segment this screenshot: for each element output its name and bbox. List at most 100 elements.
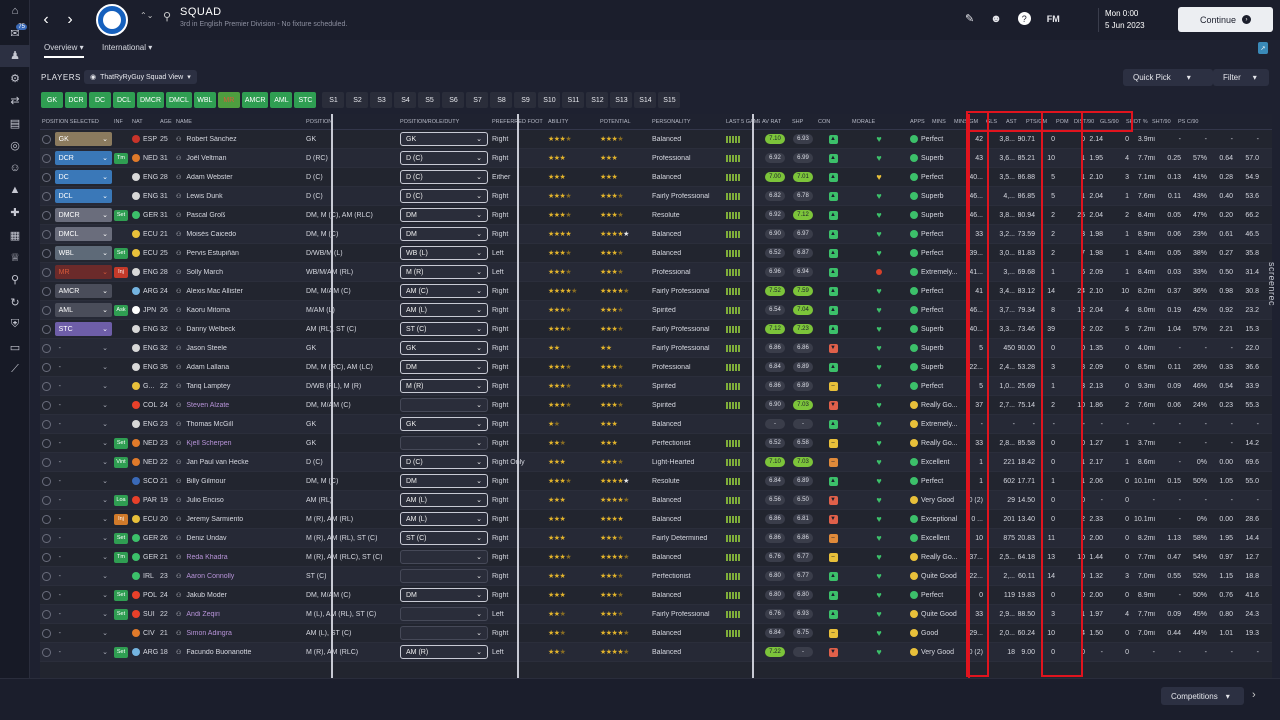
name-cell[interactable]: ⚇ Jakub Moder <box>174 592 304 599</box>
position-selector[interactable]: - ⌄ <box>55 436 112 450</box>
position-selector[interactable]: DCR ⌄ <box>54 151 112 165</box>
player-row[interactable]: - ⌄ CIV 21 ⚇ Simon Adingra AM (L), ST (C) ⌄ Righ… <box>40 624 1272 643</box>
position-selector[interactable]: DMCL ⌄ <box>54 227 112 241</box>
select-checkbox[interactable] <box>42 438 51 448</box>
player-row[interactable]: - ⌄ Set POL 24 ⚇ Jakub Moder DM, M/AM (C) DM ⌄ Rig… <box>40 586 1272 605</box>
select-checkbox[interactable] <box>42 248 51 258</box>
position-chip[interactable]: WBL <box>193 92 216 108</box>
player-row[interactable]: DCL ⌄ ENG 31 ⚇ Lewis Dunk D (C) D (C) ⌄ Right ★★★★… <box>40 187 1272 206</box>
select-checkbox[interactable] <box>42 590 51 600</box>
position-chip[interactable]: S4 <box>394 92 417 108</box>
select-checkbox[interactable] <box>42 476 51 486</box>
column-header[interactable]: POSITION/ROLE/DUTY <box>400 118 460 125</box>
column-header[interactable]: NAT <box>132 118 143 125</box>
position-chip[interactable]: DCL <box>113 92 135 108</box>
position-chip[interactable]: S8 <box>490 92 513 108</box>
name-cell[interactable]: ⚇ Adam Lallana <box>174 364 304 371</box>
manager-face-icon[interactable]: ☻ <box>990 12 1002 25</box>
name-cell[interactable]: ⚇ Tariq Lamptey <box>174 383 304 390</box>
select-checkbox[interactable] <box>42 191 51 201</box>
position-chip[interactable]: DMCL <box>166 92 192 108</box>
role-duty-select[interactable]: DM ⌄ <box>400 227 488 241</box>
position-selector[interactable]: - ⌄ <box>55 531 112 545</box>
player-row[interactable]: - ⌄ IRL 23 ⚇ Aaron Connolly ST (C) ⌄ Right ★★★ ★★★… <box>40 567 1272 586</box>
position-chip[interactable]: S2 <box>346 92 369 108</box>
column-header[interactable]: PERSONALITY <box>652 118 691 125</box>
column-header[interactable]: SHP <box>792 118 804 125</box>
position-selector[interactable]: - ⌄ <box>55 493 112 507</box>
continue-button[interactable]: Continue › <box>1178 7 1273 32</box>
club-icon[interactable]: ⛨ <box>10 318 20 331</box>
name-cell[interactable]: ⚇ Solly March <box>174 269 304 276</box>
role-duty-select[interactable]: AM (L) ⌄ <box>400 512 488 526</box>
position-chip[interactable]: MR <box>217 92 240 108</box>
position-selector[interactable]: - ⌄ <box>55 360 112 374</box>
position-selector[interactable]: - ⌄ <box>55 550 112 564</box>
select-checkbox[interactable] <box>42 381 51 391</box>
role-duty-select[interactable]: M (R) ⌄ <box>400 379 488 393</box>
column-header[interactable]: APPS <box>910 118 925 125</box>
name-cell[interactable]: ⚇ Steven Alzate <box>174 402 304 409</box>
position-selector[interactable]: DCL ⌄ <box>54 189 112 203</box>
name-cell[interactable]: ⚇ Jason Steele <box>174 345 304 352</box>
name-cell[interactable]: ⚇ Danny Welbeck <box>174 326 304 333</box>
player-row[interactable]: STC ⌄ ENG 32 ⚇ Danny Welbeck AM (RL), ST (C) ST… <box>40 320 1272 339</box>
position-selector[interactable]: - ⌄ <box>55 607 112 621</box>
name-cell[interactable]: ⚇ Adam Webster <box>174 174 304 181</box>
player-row[interactable]: - ⌄ Vint NED 22 ⚇ Jan Paul van Hecke D (C) D (C)… <box>40 453 1272 472</box>
position-chip[interactable]: DCR <box>65 92 87 108</box>
position-chip[interactable]: STC <box>294 92 317 108</box>
select-checkbox[interactable] <box>42 533 51 543</box>
position-selector[interactable]: GK ⌄ <box>54 132 112 146</box>
role-duty-select[interactable]: ST (C) ⌄ <box>400 322 488 336</box>
select-checkbox[interactable] <box>42 647 51 657</box>
help-icon[interactable]: ? <box>1017 12 1031 25</box>
position-chip[interactable]: S10 <box>538 92 561 108</box>
position-chip[interactable]: DMCR <box>137 92 164 108</box>
position-selector[interactable]: AML ⌄ <box>54 303 112 317</box>
data-icon[interactable]: ▤ <box>9 117 21 130</box>
edit-icon[interactable]: ✎ <box>965 13 975 25</box>
position-selector[interactable]: STC ⌄ <box>54 322 112 336</box>
player-row[interactable]: - ⌄ Set SUI 22 ⚇ Andi Zeqiri M (L), AM (RL), ST… <box>40 605 1272 624</box>
position-selector[interactable]: - ⌄ <box>55 588 112 602</box>
position-selector[interactable]: - ⌄ <box>55 417 112 431</box>
select-checkbox[interactable] <box>42 210 51 220</box>
player-row[interactable]: - ⌄ SCO 21 ⚇ Billy Gilmour DM, M (C) DM ⌄ Right ★★… <box>40 472 1272 491</box>
name-cell[interactable]: ⚇ Robert Sánchez <box>174 136 304 143</box>
schedule-icon[interactable]: ▦ <box>9 229 21 242</box>
position-chip[interactable]: S5 <box>418 92 441 108</box>
role-duty-select[interactable]: ⌄ <box>400 398 488 412</box>
name-cell[interactable]: ⚇ Pervis Estupiñán <box>174 250 304 257</box>
column-header[interactable]: DIST/90 <box>1074 118 1095 125</box>
name-cell[interactable]: ⚇ Pascal Groß <box>174 212 304 219</box>
column-header[interactable]: POSITION <box>306 118 333 125</box>
column-header[interactable]: PTS/GM <box>1026 118 1048 125</box>
position-selector[interactable]: - ⌄ <box>55 512 112 526</box>
role-duty-select[interactable]: M (R) ⌄ <box>400 265 488 279</box>
tab-overview[interactable]: Overview ▾ <box>44 43 84 58</box>
player-row[interactable]: - ⌄ Set NED 23 ⚇ Kjell Scherpen GK ⌄ Right ★★★ ★★★ P… <box>40 434 1272 453</box>
transfers-icon[interactable]: ⇄ <box>10 95 20 108</box>
inbox-icon[interactable]: ✉ 75 <box>10 24 27 41</box>
position-chip[interactable]: S15 <box>658 92 681 108</box>
select-checkbox[interactable] <box>42 628 51 638</box>
select-checkbox[interactable] <box>42 514 51 524</box>
position-chip[interactable]: S7 <box>466 92 489 108</box>
select-checkbox[interactable] <box>42 267 51 277</box>
player-row[interactable]: DC ⌄ ENG 28 ⚇ Adam Webster D (C) D (C) ⌄ Either ★★… <box>40 168 1272 187</box>
player-row[interactable]: - ⌄ ENG 23 ⚇ Thomas McGill GK GK ⌄ Right ★★ ★★★ Bala… <box>40 415 1272 434</box>
player-row[interactable]: - ⌄ Set GER 26 ⚇ Deniz Undav M (R), AM (RL), ST… <box>40 529 1272 548</box>
training-icon[interactable]: ▲ <box>9 184 21 197</box>
scouting-icon[interactable]: ◎ <box>10 140 20 153</box>
forward-arrow-icon[interactable]: › <box>67 11 73 28</box>
name-cell[interactable]: ⚇ Reda Khadra <box>174 554 304 561</box>
squad-icon[interactable]: ♟ <box>0 44 30 68</box>
column-header[interactable]: LAST 5 GAMES <box>726 118 760 125</box>
select-checkbox[interactable] <box>42 343 51 353</box>
role-duty-select[interactable]: D (C) ⌄ <box>400 170 488 184</box>
column-header[interactable]: PS C/90 <box>1178 118 1199 125</box>
select-checkbox[interactable] <box>42 305 51 315</box>
dev-icon[interactable]: ⟋ <box>11 362 19 375</box>
role-duty-select[interactable]: ⌄ <box>400 550 488 564</box>
